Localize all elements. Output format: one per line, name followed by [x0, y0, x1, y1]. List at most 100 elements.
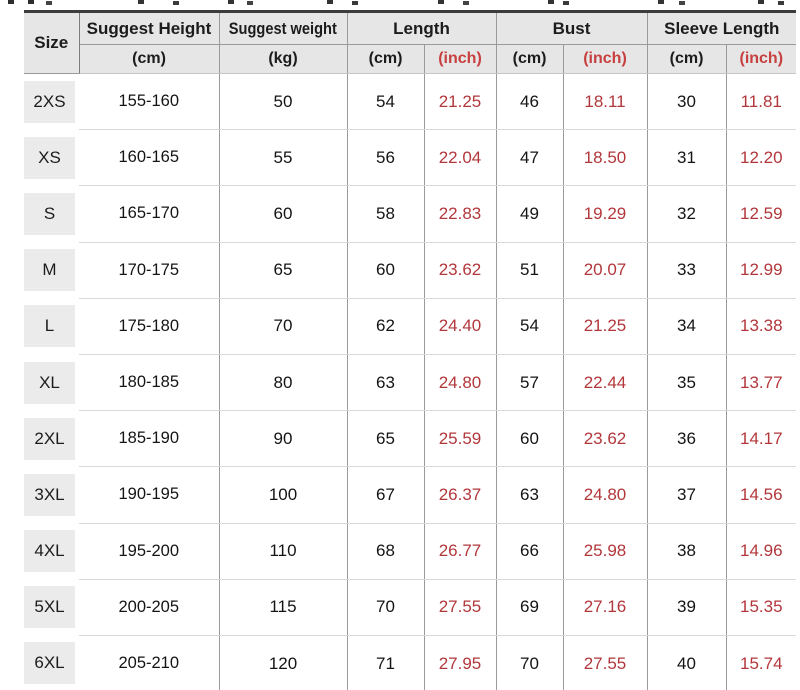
cell-size: 6XL: [24, 635, 79, 690]
cell-size: 2XS: [24, 73, 79, 130]
unit-bust-inch: (inch): [562, 44, 647, 74]
table-row: M 170-175 65 60 23.62 51 20.07 33 12.99: [24, 242, 797, 299]
cell-suggest-height: 180-185: [79, 354, 219, 412]
size-label: XL: [24, 361, 75, 404]
cropped-text-remnants: [8, 0, 14, 4]
cell-suggest-height: 160-165: [79, 129, 219, 187]
cell-bust-inch: 25.98: [562, 523, 647, 580]
table-row: 6XL 205-210 120 71 27.95 70 27.55 40 15.…: [24, 635, 797, 690]
cell-bust-inch: 22.44: [562, 354, 647, 412]
unit-sleeve-cm: (cm): [646, 44, 726, 74]
table-row: 2XL 185-190 90 65 25.59 60 23.62 36 14.1…: [24, 410, 797, 468]
cell-bust-cm: 66: [495, 523, 563, 580]
size-label: 6XL: [24, 642, 75, 685]
cell-size: L: [24, 298, 79, 355]
cell-bust-cm: 70: [495, 635, 563, 690]
cell-length-inch: 22.04: [423, 129, 496, 187]
cell-bust-inch: 24.80: [562, 466, 647, 524]
table-header: Size Suggest Height Suggest weight Lengt…: [24, 11, 797, 74]
cell-suggest-weight: 110: [218, 523, 347, 580]
cell-sleeve-cm: 40: [646, 635, 726, 690]
cell-sleeve-inch: 13.77: [725, 354, 797, 412]
cell-sleeve-inch: 14.56: [725, 466, 797, 524]
cell-suggest-height: 185-190: [79, 410, 219, 468]
size-label: S: [24, 192, 75, 235]
cell-size: S: [24, 185, 79, 243]
cell-bust-inch: 18.11: [562, 73, 647, 131]
cell-suggest-height: 165-170: [79, 185, 219, 243]
cell-sleeve-inch: 15.35: [725, 579, 797, 636]
cell-suggest-height: 175-180: [79, 298, 219, 355]
cell-length-cm: 71: [346, 635, 424, 690]
cell-length-cm: 63: [346, 354, 424, 412]
cell-sleeve-cm: 31: [646, 129, 726, 187]
cell-sleeve-inch: 12.59: [725, 185, 797, 243]
column-header-size: Size: [24, 11, 80, 74]
cell-size: 5XL: [24, 579, 79, 636]
cell-bust-inch: 21.25: [562, 298, 647, 355]
cell-length-cm: 65: [346, 410, 424, 468]
cell-length-cm: 54: [346, 73, 424, 131]
cell-length-inch: 23.62: [423, 242, 496, 299]
cell-length-inch: 24.80: [423, 354, 496, 412]
cell-suggest-weight: 100: [218, 466, 347, 524]
cell-length-inch: 27.95: [423, 635, 496, 690]
cell-length-inch: 26.37: [423, 466, 496, 524]
unit-weight-kg: (kg): [218, 44, 347, 74]
cell-length-inch: 27.55: [423, 579, 496, 636]
cell-size: XS: [24, 129, 79, 186]
size-label: 2XL: [24, 417, 75, 460]
cell-suggest-height: 200-205: [79, 579, 219, 636]
cell-sleeve-cm: 37: [646, 466, 726, 524]
table-row: XS 160-165 55 56 22.04 47 18.50 31 12.20: [24, 129, 797, 187]
cell-length-cm: 56: [346, 129, 424, 187]
cell-bust-cm: 60: [495, 410, 563, 468]
cell-sleeve-inch: 13.38: [725, 298, 797, 355]
cell-bust-cm: 51: [495, 242, 563, 299]
cell-bust-cm: 49: [495, 185, 563, 243]
cell-bust-cm: 54: [495, 298, 563, 355]
column-group-suggest-weight: Suggest weight: [218, 11, 347, 45]
cell-suggest-height: 170-175: [79, 242, 219, 299]
cell-suggest-weight: 55: [218, 129, 347, 187]
table-body: 2XS 155-160 50 54 21.25 46 18.11 30 11.8…: [24, 73, 797, 690]
column-group-sleeve-length: Sleeve Length: [646, 11, 797, 45]
cell-sleeve-inch: 14.96: [725, 523, 797, 580]
suggest-weight-label: Suggest weight: [228, 18, 338, 38]
cell-bust-cm: 47: [495, 129, 563, 187]
cell-sleeve-inch: 11.81: [725, 73, 797, 131]
cell-bust-cm: 63: [495, 466, 563, 524]
cell-length-cm: 68: [346, 523, 424, 580]
cell-bust-inch: 20.07: [562, 242, 647, 299]
cell-suggest-weight: 115: [218, 579, 347, 636]
cell-sleeve-cm: 35: [646, 354, 726, 412]
cell-sleeve-inch: 15.74: [725, 635, 797, 690]
cell-size: 4XL: [24, 523, 79, 580]
size-label: 2XS: [24, 80, 75, 123]
cell-suggest-weight: 90: [218, 410, 347, 468]
cell-suggest-height: 205-210: [79, 635, 219, 690]
header-unit-row: (cm) (kg) (cm) (inch) (cm) (inch) (cm) (…: [24, 44, 797, 74]
size-label: 3XL: [24, 473, 75, 516]
cell-suggest-height: 190-195: [79, 466, 219, 524]
cell-sleeve-cm: 30: [646, 73, 726, 131]
size-label: XS: [24, 136, 75, 179]
cell-length-cm: 58: [346, 185, 424, 243]
unit-height-cm: (cm): [79, 44, 219, 74]
cell-suggest-height: 155-160: [79, 73, 219, 131]
cell-sleeve-cm: 36: [646, 410, 726, 468]
cell-length-cm: 70: [346, 579, 424, 636]
column-group-suggest-height: Suggest Height: [79, 11, 219, 45]
cell-bust-cm: 46: [495, 73, 563, 131]
cell-length-inch: 22.83: [423, 185, 496, 243]
cell-bust-cm: 69: [495, 579, 563, 636]
cell-length-cm: 60: [346, 242, 424, 299]
size-chart-table: Size Suggest Height Suggest weight Lengt…: [24, 10, 797, 690]
column-group-length: Length: [346, 11, 496, 45]
cell-length-cm: 67: [346, 466, 424, 524]
cell-length-inch: 24.40: [423, 298, 496, 355]
cell-sleeve-cm: 39: [646, 579, 726, 636]
table-row: 5XL 200-205 115 70 27.55 69 27.16 39 15.…: [24, 579, 797, 636]
cell-suggest-weight: 60: [218, 185, 347, 243]
